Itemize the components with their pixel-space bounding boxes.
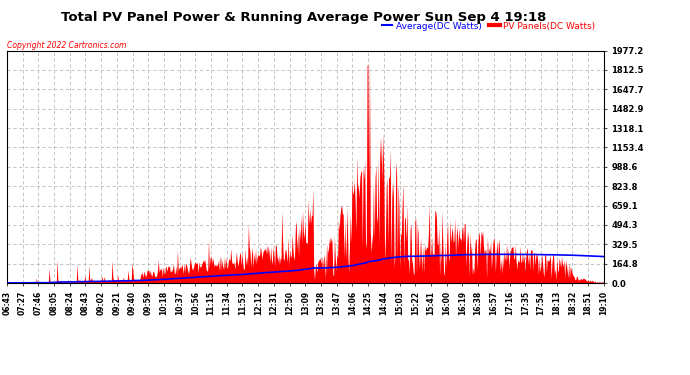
Text: Total PV Panel Power & Running Average Power Sun Sep 4 19:18: Total PV Panel Power & Running Average P…: [61, 11, 546, 24]
Legend: Average(DC Watts), PV Panels(DC Watts): Average(DC Watts), PV Panels(DC Watts): [378, 18, 599, 34]
Text: Copyright 2022 Cartronics.com: Copyright 2022 Cartronics.com: [7, 41, 126, 50]
